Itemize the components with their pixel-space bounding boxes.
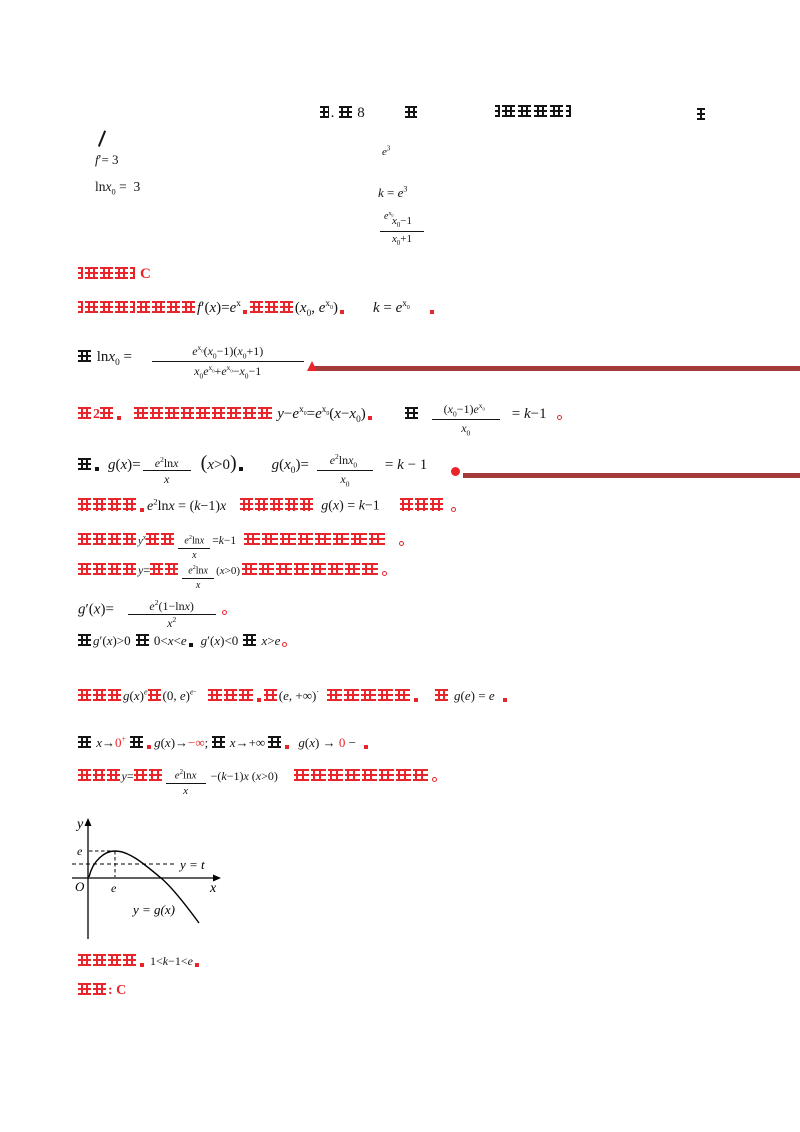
- svg-text:O: O: [75, 879, 85, 894]
- svg-text:y: y: [75, 817, 84, 832]
- svg-text:y = t: y = t: [178, 857, 205, 872]
- svg-text:x: x: [209, 881, 217, 896]
- svg-text:e: e: [77, 844, 83, 858]
- svg-text:e: e: [111, 881, 117, 895]
- svg-text:y = g(x): y = g(x): [131, 902, 175, 917]
